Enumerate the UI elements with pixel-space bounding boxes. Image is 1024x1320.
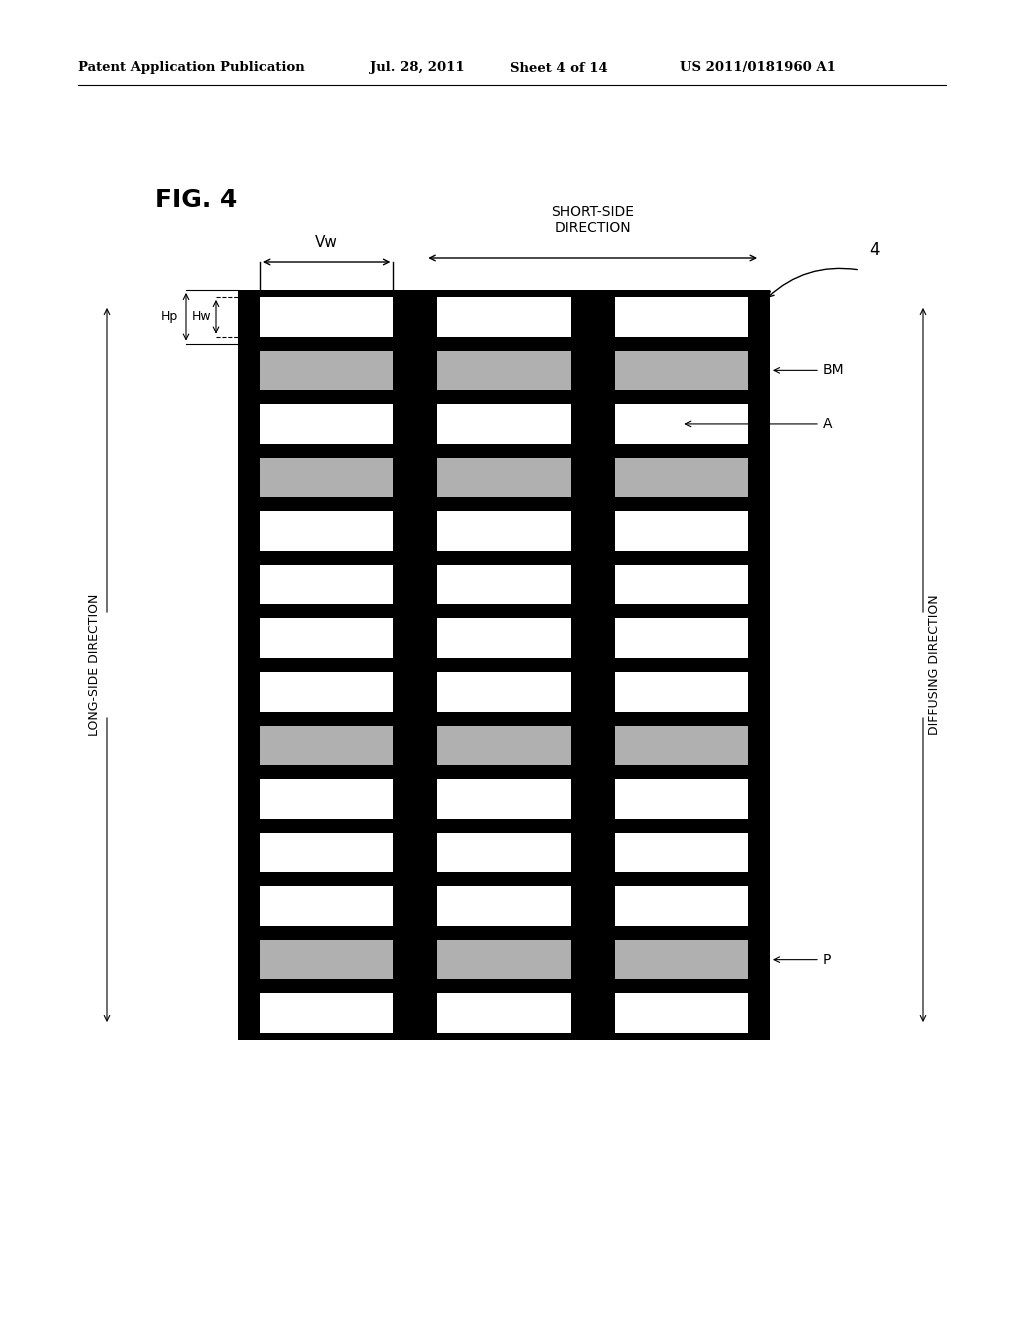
Bar: [614, 297, 748, 337]
Bar: [260, 511, 393, 550]
Bar: [437, 994, 570, 1034]
Text: LONG-SIDE DIRECTION: LONG-SIDE DIRECTION: [88, 594, 101, 737]
Bar: [614, 994, 748, 1034]
Bar: [260, 779, 393, 818]
Text: Hw: Hw: [193, 310, 212, 323]
Bar: [614, 619, 748, 657]
Text: A: A: [823, 417, 833, 430]
Bar: [614, 404, 748, 444]
Bar: [437, 833, 570, 873]
Bar: [437, 726, 570, 766]
Text: P: P: [823, 953, 831, 966]
Bar: [238, 290, 770, 1040]
Text: DIFFUSING DIRECTION: DIFFUSING DIRECTION: [929, 595, 941, 735]
Bar: [437, 297, 570, 337]
Text: SHORT-SIDE
DIRECTION: SHORT-SIDE DIRECTION: [551, 205, 634, 235]
Bar: [614, 886, 748, 925]
Bar: [437, 565, 570, 605]
Bar: [614, 672, 748, 711]
Bar: [437, 351, 570, 391]
Bar: [260, 565, 393, 605]
Bar: [260, 994, 393, 1034]
Bar: [614, 940, 748, 979]
Bar: [260, 726, 393, 766]
Bar: [260, 619, 393, 657]
Bar: [614, 511, 748, 550]
Text: BM: BM: [823, 363, 845, 378]
Bar: [614, 726, 748, 766]
Text: US 2011/0181960 A1: US 2011/0181960 A1: [680, 62, 836, 74]
Text: Patent Application Publication: Patent Application Publication: [78, 62, 305, 74]
Bar: [260, 297, 393, 337]
Text: Hp: Hp: [161, 310, 177, 323]
Text: 4: 4: [869, 242, 881, 259]
Bar: [260, 833, 393, 873]
Bar: [614, 565, 748, 605]
Bar: [437, 779, 570, 818]
Bar: [614, 779, 748, 818]
Bar: [260, 458, 393, 498]
Bar: [437, 619, 570, 657]
Bar: [437, 458, 570, 498]
Bar: [614, 458, 748, 498]
Bar: [437, 672, 570, 711]
Bar: [260, 672, 393, 711]
Bar: [437, 886, 570, 925]
Text: Sheet 4 of 14: Sheet 4 of 14: [510, 62, 608, 74]
Bar: [437, 404, 570, 444]
Bar: [614, 351, 748, 391]
Text: FIG. 4: FIG. 4: [155, 187, 238, 213]
Text: Jul. 28, 2011: Jul. 28, 2011: [370, 62, 465, 74]
Bar: [437, 940, 570, 979]
Text: Vw: Vw: [315, 235, 338, 249]
Bar: [260, 886, 393, 925]
Bar: [260, 940, 393, 979]
Bar: [260, 404, 393, 444]
Bar: [437, 511, 570, 550]
Bar: [614, 833, 748, 873]
Bar: [260, 351, 393, 391]
